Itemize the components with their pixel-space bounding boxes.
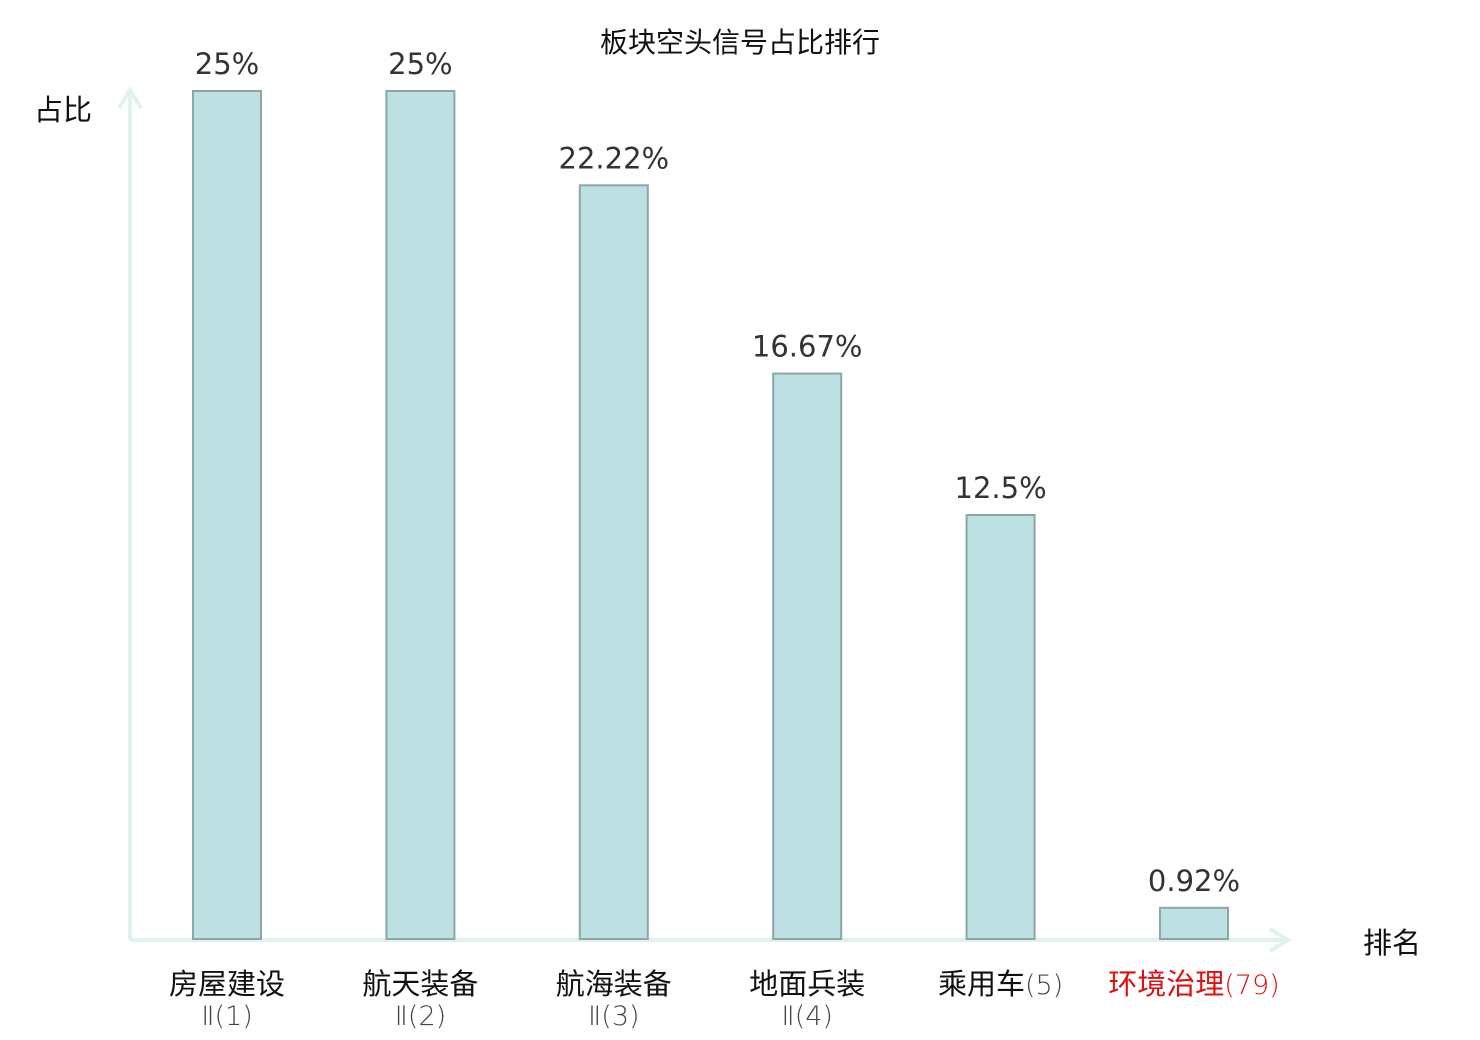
bar (385, 90, 456, 940)
bar-value-label: 22.22% (559, 141, 670, 175)
category-rank: (5) (1025, 970, 1063, 1001)
bar-value-label: 16.67% (752, 330, 863, 364)
chart-title: 板块空头信号占比排行 (600, 26, 880, 59)
bar-value-label: 0.92% (1148, 864, 1240, 898)
category-label: 地面兵装 (749, 967, 865, 1001)
x-axis-label: 排名 (1363, 926, 1421, 960)
category-rank: Ⅱ(2) (395, 1001, 447, 1032)
category-label: 航海装备 (556, 967, 672, 1001)
y-axis-label: 占比 (34, 93, 92, 127)
bar-value-label: 25% (388, 47, 452, 81)
category-rank: (79) (1224, 970, 1279, 1001)
bar-value-label: 25% (195, 47, 259, 81)
category-rank: Ⅱ(1) (201, 1001, 253, 1032)
category-label: 环境治理(79) (1108, 967, 1279, 1001)
y-axis-arrow (117, 86, 143, 110)
bar (1159, 906, 1229, 940)
category-rank: Ⅱ(3) (588, 1001, 640, 1032)
bar (192, 90, 262, 940)
bar (772, 372, 843, 940)
category-label: 房屋建设 (169, 967, 285, 1001)
category-label: 乘用车(5) (938, 967, 1063, 1001)
bar-value-label: 12.5% (955, 471, 1047, 505)
category-name: 环境治理 (1108, 967, 1224, 1001)
bar (578, 184, 649, 940)
category-label: 航天装备 (362, 967, 478, 1001)
category-name: 乘用车 (938, 967, 1025, 1001)
x-axis-arrow (1268, 927, 1292, 953)
bar (965, 514, 1036, 940)
category-rank: Ⅱ(4) (781, 1001, 833, 1032)
